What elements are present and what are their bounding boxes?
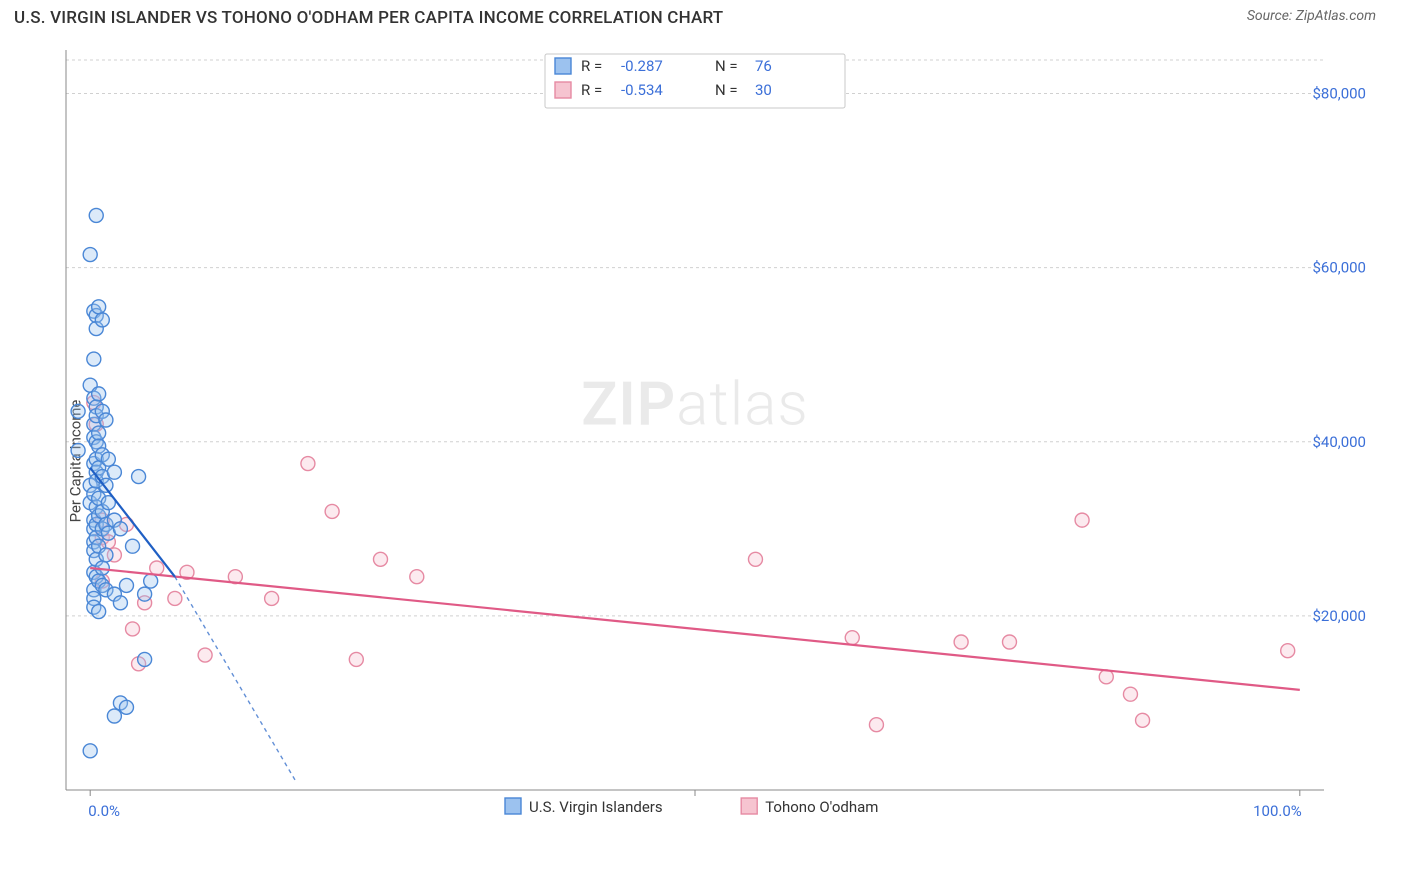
- scatter-chart-svg: $20,000 $40,000 $60,000 $80,000 0.0% 100.0% ZI…: [44, 40, 1374, 880]
- y-tick-label: $80,000: [1312, 85, 1366, 103]
- chart-title: U.S. VIRGIN ISLANDER VS TOHONO O'ODHAM P…: [14, 8, 723, 28]
- data-point-series1: [95, 313, 109, 327]
- legend-n-value: 76: [755, 57, 772, 75]
- data-point-series2: [748, 552, 762, 566]
- legend-swatch: [555, 82, 571, 98]
- data-point-series2: [265, 591, 279, 605]
- trendline-series1-extrapolation: [175, 577, 296, 782]
- data-point-series2: [1136, 713, 1150, 727]
- data-point-series1: [89, 208, 103, 222]
- data-point-series1: [113, 522, 127, 536]
- data-point-series1: [71, 443, 85, 457]
- data-point-series2: [374, 552, 388, 566]
- x-tick-label: 0.0%: [88, 802, 120, 820]
- data-point-series2: [845, 631, 859, 645]
- legend-swatch: [505, 798, 521, 814]
- legend-r-value: -0.534: [621, 81, 663, 99]
- data-point-series1: [101, 452, 115, 466]
- data-point-series1: [92, 605, 106, 619]
- legend-n-label: N =: [715, 81, 738, 99]
- data-point-series1: [92, 300, 106, 314]
- data-point-series1: [99, 548, 113, 562]
- data-point-series1: [107, 709, 121, 723]
- legend-swatch: [555, 58, 571, 74]
- legend-series-label: Tohono O'odham: [765, 798, 878, 816]
- legend-r-value: -0.287: [621, 57, 663, 75]
- source-attribution: Source: ZipAtlas.com: [1247, 8, 1376, 24]
- data-point-series1: [138, 587, 152, 601]
- watermark: ZIPatlas: [581, 368, 809, 439]
- data-point-series2: [1003, 635, 1017, 649]
- trendline-series2: [90, 568, 1300, 690]
- data-point-series1: [119, 700, 133, 714]
- data-point-series1: [107, 465, 121, 479]
- data-point-series2: [1123, 687, 1137, 701]
- data-point-series1: [99, 413, 113, 427]
- legend-r-label: R =: [581, 57, 602, 75]
- data-point-series1: [92, 387, 106, 401]
- legend-r-label: R =: [581, 81, 602, 99]
- legend-n-label: N =: [715, 57, 738, 75]
- data-point-series1: [138, 652, 152, 666]
- data-point-series1: [113, 596, 127, 610]
- data-point-series2: [954, 635, 968, 649]
- data-point-series2: [150, 561, 164, 575]
- data-point-series1: [71, 404, 85, 418]
- data-point-series1: [126, 539, 140, 553]
- data-point-series2: [126, 622, 140, 636]
- data-point-series2: [301, 457, 315, 471]
- data-point-series2: [349, 652, 363, 666]
- data-point-series1: [92, 426, 106, 440]
- data-point-series1: [87, 352, 101, 366]
- data-point-series1: [119, 578, 133, 592]
- y-tick-label: $40,000: [1312, 433, 1366, 451]
- data-point-series2: [410, 570, 424, 584]
- data-point-series2: [168, 591, 182, 605]
- data-point-series1: [83, 744, 97, 758]
- data-point-series2: [1075, 513, 1089, 527]
- data-point-series1: [144, 574, 158, 588]
- data-point-series2: [1281, 644, 1295, 658]
- data-point-series1: [83, 248, 97, 262]
- data-point-series2: [869, 718, 883, 732]
- y-tick-label: $60,000: [1312, 259, 1366, 277]
- data-point-series1: [132, 470, 146, 484]
- data-point-series2: [198, 648, 212, 662]
- legend-n-value: 30: [755, 81, 772, 99]
- data-point-series2: [325, 504, 339, 518]
- chart-area: Per Capita Income $20,000$40,000$60,000$…: [14, 40, 1392, 882]
- y-tick-label: $20,000: [1312, 607, 1366, 625]
- legend-swatch: [741, 798, 757, 814]
- x-tick-label: 100.0%: [1253, 802, 1302, 820]
- legend-series-label: U.S. Virgin Islanders: [529, 798, 663, 816]
